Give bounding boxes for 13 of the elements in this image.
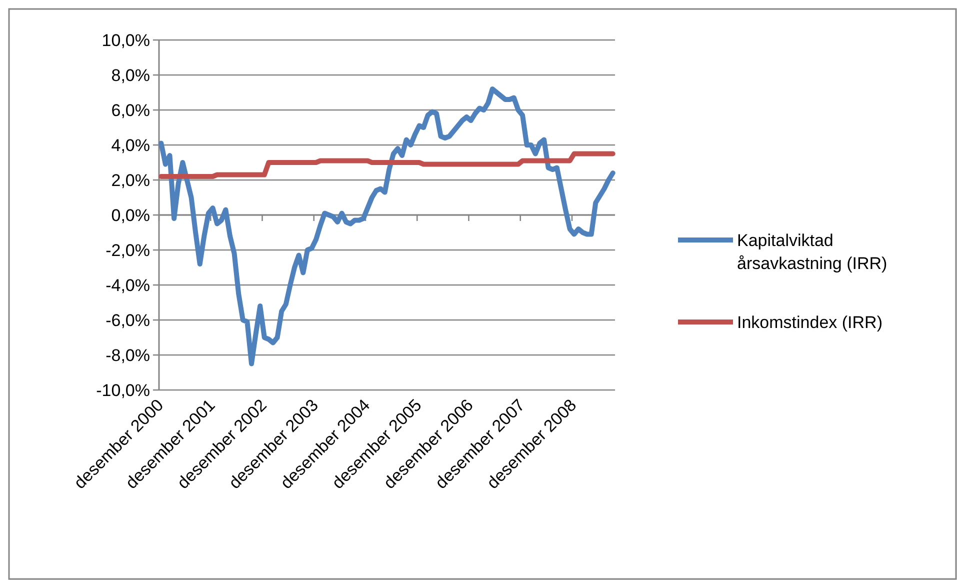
y-tick-label: 6,0% xyxy=(111,100,150,120)
y-tick-label: 4,0% xyxy=(111,136,150,155)
y-tick-label: 8,0% xyxy=(111,66,150,85)
legend-label: Inkomstindex (IRR) xyxy=(737,312,882,332)
y-tick-label: -6,0% xyxy=(106,310,150,330)
y-tick-label: -4,0% xyxy=(106,276,150,295)
y-tick-label: -10,0% xyxy=(96,380,150,400)
legend-label: Kapitalviktad årsavkastning (IRR) xyxy=(737,230,888,273)
y-tick-label: 10,0% xyxy=(102,30,150,50)
y-tick-label: 2,0% xyxy=(111,170,150,190)
y-tick-label: -8,0% xyxy=(106,346,150,365)
y-tick-label: 0,0% xyxy=(111,206,150,225)
y-tick-label: -2,0% xyxy=(106,240,150,260)
